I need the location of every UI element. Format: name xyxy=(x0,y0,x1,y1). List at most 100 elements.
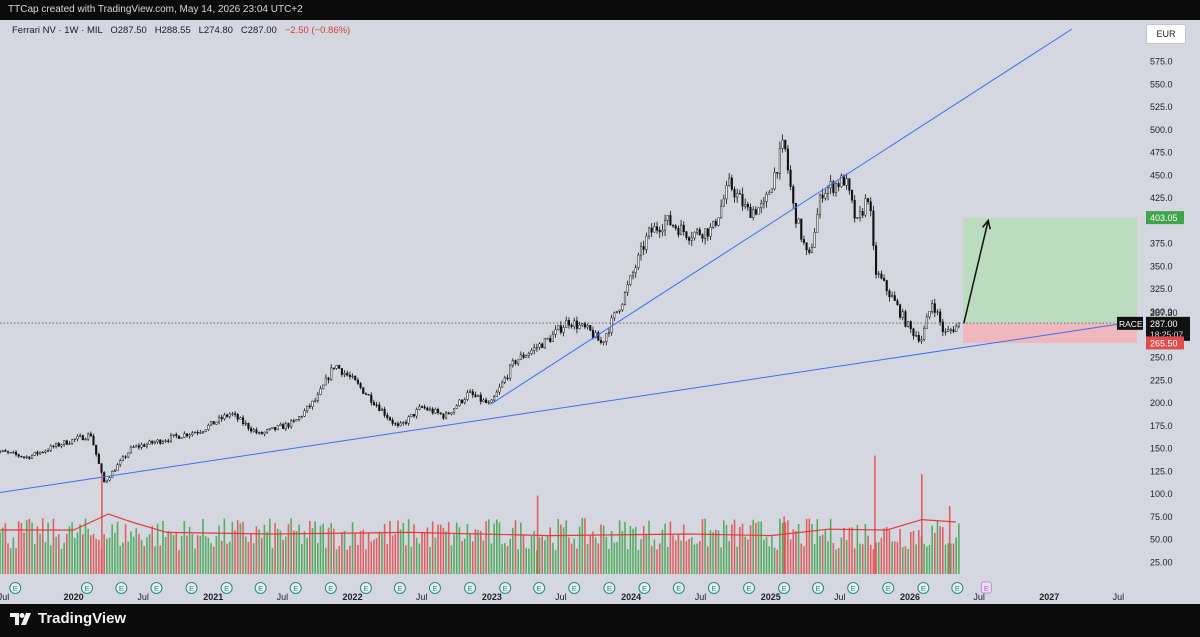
volume-bar xyxy=(715,529,717,574)
low-value: 274.80 xyxy=(203,25,233,36)
y-tick-label: 25.00 xyxy=(1150,558,1173,568)
volume-bar xyxy=(124,524,127,574)
candle-body xyxy=(490,399,493,403)
x-tick-label: 2027 xyxy=(1039,592,1059,602)
volume-bar xyxy=(779,518,781,574)
candle-body xyxy=(225,414,229,417)
candle-body xyxy=(583,323,586,328)
chart-area[interactable]: E E E E E E E E E E E E E E E E E E E E E E E E E E E E 575.0 550.0 52… xyxy=(0,20,1200,604)
volume-bar xyxy=(680,540,682,574)
volume-bar xyxy=(485,521,487,574)
candle-body xyxy=(709,227,712,237)
volume-spike xyxy=(101,474,103,574)
target-price-tag xyxy=(1146,211,1184,225)
candle-body xyxy=(63,440,66,445)
candle-body xyxy=(284,423,287,430)
volume-bar xyxy=(928,544,931,574)
volume-bar xyxy=(119,545,122,574)
candle-body xyxy=(834,183,838,193)
earnings-marker-letter: E xyxy=(816,584,821,593)
candle-body xyxy=(602,341,605,343)
volume-bar xyxy=(442,527,445,574)
candle-body xyxy=(332,367,335,369)
candle-body xyxy=(260,431,263,435)
volume-bar xyxy=(247,541,250,574)
candle-body xyxy=(282,424,285,430)
volume-bar xyxy=(661,529,664,574)
volume-bar xyxy=(560,524,562,574)
volume-bar xyxy=(749,525,752,574)
volume-bar xyxy=(79,524,81,574)
volume-bar xyxy=(317,542,319,574)
volume-bar xyxy=(819,535,821,574)
close-value: 287.00 xyxy=(247,25,277,36)
volume-bar xyxy=(148,534,151,574)
trendline-2 xyxy=(490,28,1073,405)
candle-body xyxy=(164,440,167,442)
volume-spike xyxy=(874,455,876,574)
candle-body xyxy=(479,394,482,402)
volume-bar xyxy=(939,526,941,574)
volume-moving-average xyxy=(0,513,956,537)
volume-bar xyxy=(333,528,335,574)
candle-body xyxy=(271,427,274,429)
candle-body xyxy=(725,185,728,200)
volume-bar xyxy=(463,538,466,574)
ohlc-legend: Ferrari NV · 1W · MIL O287.50 H288.55 L2… xyxy=(12,25,350,36)
volume-bar xyxy=(736,546,738,574)
candle-body xyxy=(212,421,215,425)
volume-bar xyxy=(183,520,186,574)
candle-body xyxy=(247,422,250,429)
volume-bar xyxy=(800,543,803,574)
volume-bar xyxy=(287,524,290,574)
candle-body xyxy=(722,198,725,207)
currency-button[interactable]: EUR xyxy=(1146,24,1186,44)
volume-bar xyxy=(33,543,36,574)
volume-bar xyxy=(39,533,41,574)
candle-body xyxy=(677,227,680,236)
volume-bar xyxy=(712,532,714,574)
volume-bar xyxy=(752,519,754,574)
volume-bar xyxy=(698,541,701,574)
earnings-marker-letter: E xyxy=(851,584,856,593)
candle-body xyxy=(81,435,84,441)
open-value: 287.50 xyxy=(117,25,147,36)
volume-bar xyxy=(290,518,292,574)
y-tick-label: 50.00 xyxy=(1150,535,1173,545)
candle-body xyxy=(936,311,939,313)
volume-bar xyxy=(114,532,116,574)
candle-body xyxy=(196,432,199,434)
volume-bar xyxy=(739,526,741,574)
volume-bar xyxy=(73,538,76,574)
candle-body xyxy=(506,377,509,379)
price-chart[interactable]: E E E E E E E E E E E E E E E E E E E E E E E E E E E E 575.0 550.0 52… xyxy=(0,20,1200,604)
volume-bar xyxy=(453,534,455,574)
volume-bar xyxy=(164,537,167,574)
earnings-marker-letter: E xyxy=(537,584,542,593)
volume-bar xyxy=(1,527,4,574)
candle-body xyxy=(250,428,253,432)
earnings-marker-letter: E xyxy=(154,584,159,593)
candle-body xyxy=(316,394,319,401)
volume-bar xyxy=(504,542,506,574)
candle-body xyxy=(105,479,108,483)
volume-bar xyxy=(637,549,640,574)
earnings-marker-letter: E xyxy=(258,584,263,593)
volume-bar xyxy=(44,541,47,574)
volume-bar xyxy=(915,544,917,574)
volume-bar xyxy=(23,532,25,574)
volume-bar xyxy=(909,531,912,574)
earnings-marker xyxy=(743,582,756,594)
candle-body xyxy=(180,437,183,439)
top-bar: TTCap created with TradingView.com, May … xyxy=(0,0,1200,20)
volume-bar xyxy=(557,519,560,574)
candle-body xyxy=(770,188,773,194)
candle-body xyxy=(559,325,562,333)
volume-bar xyxy=(950,543,952,574)
volume-bar xyxy=(709,530,712,574)
volume-bar xyxy=(306,537,308,574)
candle-body xyxy=(87,433,90,440)
upcoming-earnings-marker xyxy=(980,581,992,594)
candle-body xyxy=(215,421,218,425)
candle-body xyxy=(952,329,955,332)
